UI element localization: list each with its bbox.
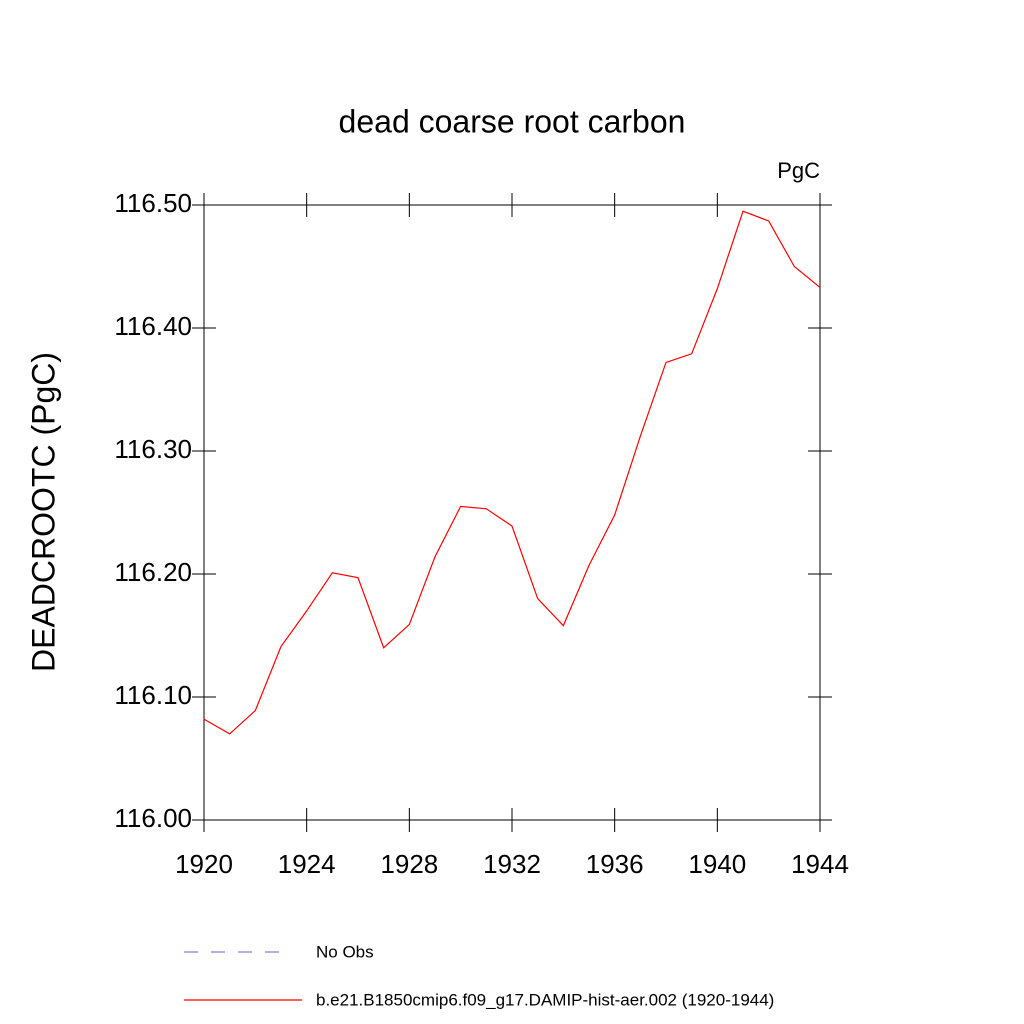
y-tick-label: 116.10 xyxy=(114,680,192,710)
legend-label: b.e21.B1850cmip6.f09_g17.DAMIP-hist-aer.… xyxy=(316,990,774,1009)
x-tick-label: 1924 xyxy=(278,849,336,879)
plot-frame xyxy=(203,204,821,821)
x-tick-label: 1940 xyxy=(688,849,746,879)
y-tick-label: 116.00 xyxy=(114,803,192,833)
x-tick-label: 1932 xyxy=(483,849,541,879)
data-line xyxy=(203,210,821,735)
y-tick-label: 116.30 xyxy=(114,434,192,464)
x-tick-label: 1944 xyxy=(791,849,849,879)
y-tick-label: 116.40 xyxy=(114,311,192,341)
units-label: PgC xyxy=(777,158,820,183)
legend-label: No Obs xyxy=(316,942,374,961)
chart-title: dead coarse root carbon xyxy=(339,103,686,139)
x-tick-label: 1936 xyxy=(586,849,644,879)
y-tick-label: 116.20 xyxy=(114,557,192,587)
x-tick-label: 1920 xyxy=(175,849,233,879)
y-tick-label: 116.50 xyxy=(114,188,192,218)
y-axis-label: DEADCROOTC (PgC) xyxy=(25,352,61,672)
x-tick-label: 1928 xyxy=(380,849,438,879)
